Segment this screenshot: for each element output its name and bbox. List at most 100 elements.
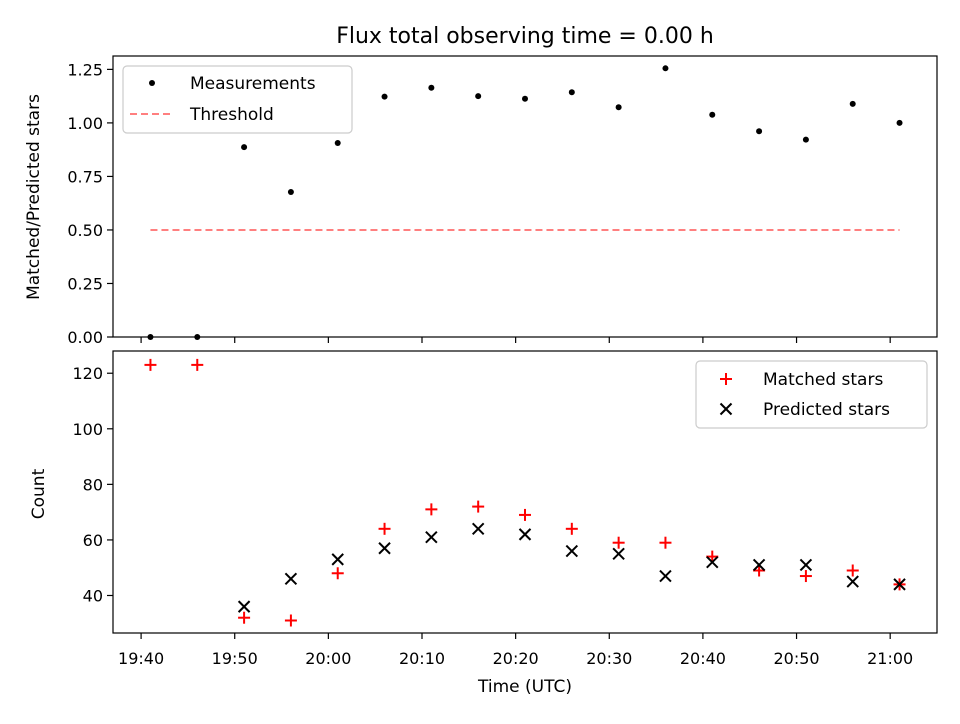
measurement-point: [147, 334, 154, 340]
legend-measurements-label: Measurements: [190, 74, 316, 94]
measurement-point: [475, 93, 482, 100]
matched-stars-point: [472, 500, 485, 513]
x-tick-label: 20:30: [586, 649, 632, 668]
predicted-stars-point: [378, 542, 391, 555]
measurement-point: [756, 128, 763, 135]
bottom-y-tick-label: 100: [72, 420, 103, 439]
matched-stars-point: [191, 358, 204, 371]
predicted-stars-point: [752, 558, 766, 572]
measurement-point: [802, 136, 809, 143]
predicted-stars-point: [846, 575, 859, 588]
measurement-point: [522, 95, 528, 102]
measurement-point: [381, 93, 388, 100]
bottom-y-tick-label: 120: [72, 364, 103, 383]
top-legend: Measurements Threshold: [122, 65, 353, 134]
x-axis-label: Time (UTC): [477, 677, 572, 697]
cross-stroke-b: [893, 578, 906, 591]
top-y-tick-label: 1.00: [67, 114, 103, 133]
cross-stroke-b: [706, 555, 719, 569]
cross-stroke-b: [378, 542, 391, 555]
cross-stroke-b: [284, 572, 298, 586]
cross-stroke-b: [752, 558, 766, 572]
measurement-point: [662, 65, 669, 72]
bottom-legend-box: [695, 360, 928, 429]
x-tick-label: 21:00: [867, 649, 913, 668]
matched-stars-point: [284, 614, 297, 627]
legend-measurement-marker: [149, 80, 155, 86]
top-panel: 0.00 0.25 0.50 0.75 1.00 1.25 Measurements Thre…: [67, 55, 938, 347]
top-y-tick-label: 1.25: [67, 60, 103, 79]
measurement-point: [709, 111, 716, 118]
matched-stars-point: [238, 611, 251, 624]
x-tick-label: 20:20: [493, 649, 539, 668]
predicted-stars-point: [659, 569, 672, 583]
predicted-stars-point: [565, 544, 579, 558]
top-y-tick-label: 0.00: [67, 328, 103, 347]
top-plot-frame: [112, 55, 938, 338]
predicted-stars-point: [331, 553, 344, 566]
matched-stars-point: [659, 536, 672, 549]
predicted-stars-point: [518, 528, 532, 541]
matched-stars-point: [799, 570, 812, 583]
x-tick-label: 19:50: [212, 649, 258, 668]
top-y-tick-label: 0.25: [67, 274, 103, 293]
predicted-stars-point: [799, 558, 813, 572]
x-tick-label: 20:40: [680, 649, 726, 668]
matched-stars-point: [331, 567, 344, 580]
cross-stroke-b: [846, 575, 859, 588]
bottom-y-tick-label: 40: [83, 586, 103, 605]
cross-stroke-b: [331, 553, 344, 566]
legend-threshold-label: Threshold: [189, 105, 274, 125]
top-y-tick-label: 0.75: [67, 167, 103, 186]
predicted-stars-point: [612, 547, 625, 561]
matched-stars-point: [565, 522, 578, 535]
predicted-stars-point: [893, 578, 906, 591]
legend-predicted-label: Predicted stars: [763, 400, 890, 420]
legend-matched-marker: [720, 373, 732, 385]
matched-stars-point: [519, 508, 531, 521]
matched-stars-point: [753, 564, 766, 577]
cross-stroke-b: [612, 547, 625, 561]
measurement-point: [849, 100, 856, 107]
legend-predicted-marker: [719, 402, 733, 416]
cross-stroke-b: [425, 530, 438, 544]
predicted-stars-point: [471, 522, 485, 536]
measurement-point: [568, 89, 575, 96]
cross-stroke-b: [659, 569, 672, 583]
chart-title: Flux total observing time = 0.00 h: [336, 24, 714, 49]
measurement-point: [194, 334, 201, 340]
cross-stroke-b: [237, 600, 251, 613]
matched-stars-point: [846, 564, 859, 577]
x-tick-label: 20:10: [399, 649, 445, 668]
top-y-axis-label: Matched/Predicted stars: [24, 94, 44, 300]
bottom-y-axis-label: Count: [29, 468, 49, 519]
measurement-point: [896, 119, 903, 126]
matched-stars-point: [144, 358, 157, 371]
bottom-y-tick-label: 80: [83, 475, 103, 494]
matched-stars-point: [612, 536, 625, 549]
predicted-stars-point: [284, 572, 298, 586]
measurement-point: [615, 104, 622, 111]
cross-stroke-b: [471, 522, 485, 536]
top-y-tick-label: 0.50: [67, 221, 103, 240]
matched-stars-point: [706, 550, 719, 563]
predicted-stars-point: [706, 555, 719, 569]
cross-stroke-b: [565, 544, 579, 558]
x-tick-label: 20:00: [305, 649, 351, 668]
cross-stroke-b: [518, 528, 532, 541]
predicted-stars-point: [425, 530, 438, 544]
measurement-point: [241, 144, 248, 151]
bottom-legend: Matched stars Predicted stars: [695, 360, 928, 429]
top-legend-box: [122, 65, 353, 134]
matched-stars-point: [378, 522, 391, 535]
x-tick-label: 20:50: [773, 649, 819, 668]
measurement-point: [287, 189, 294, 196]
legend-matched-label: Matched stars: [763, 370, 883, 390]
cross-stroke-b: [799, 558, 813, 572]
x-tick-label: 19:40: [118, 649, 164, 668]
bottom-y-tick-label: 60: [83, 531, 103, 550]
matched-stars-point: [425, 503, 438, 516]
measurement-point: [428, 84, 435, 91]
